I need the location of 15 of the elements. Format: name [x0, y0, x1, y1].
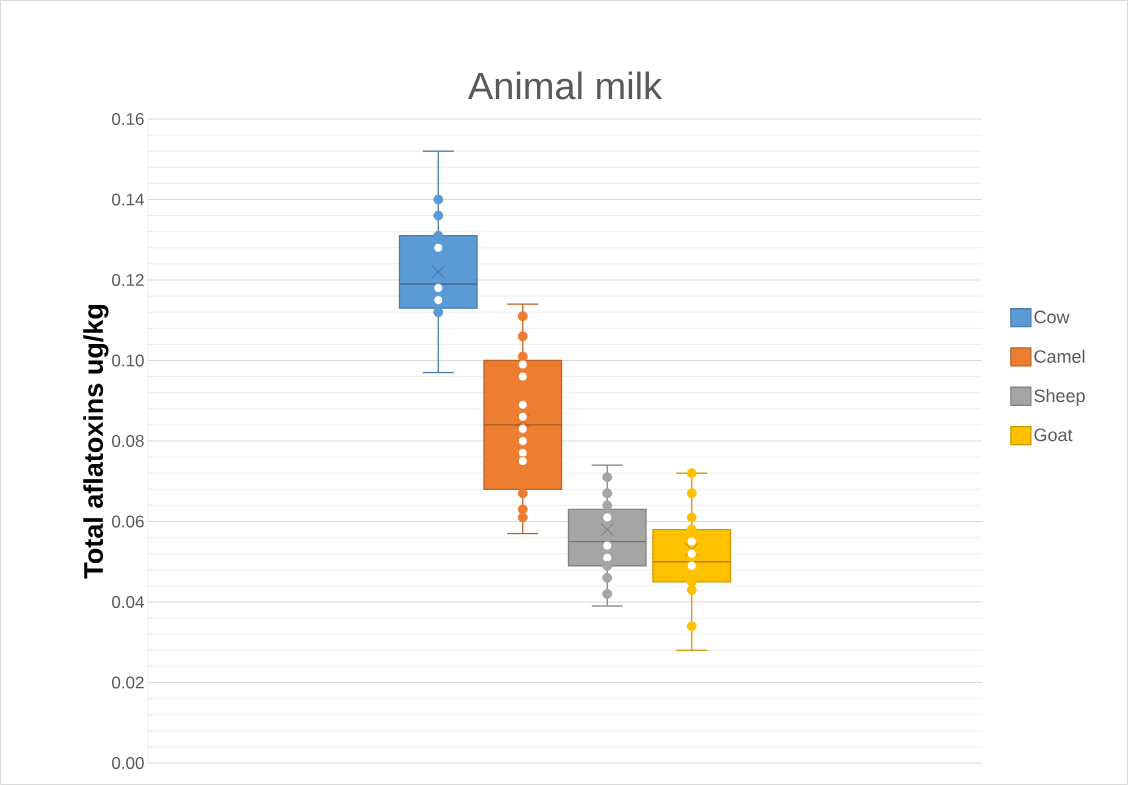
legend-label: Cow — [1034, 310, 1070, 324]
y-axis-title: Total aflatoxins ug/kg — [83, 305, 109, 579]
y-tick-label: 0.06 — [112, 515, 144, 528]
y-tick-label: 0.00 — [112, 756, 144, 770]
y-tick-label: 0.10 — [112, 354, 144, 367]
legend-label: Sheep — [1034, 388, 1085, 406]
y-tick-label: 0.12 — [112, 273, 144, 287]
y-tick-label: 0.16 — [112, 112, 144, 126]
legend-label: Camel — [1034, 349, 1085, 363]
y-tick-label: 0.04 — [112, 595, 144, 609]
y-tick-label: 0.08 — [112, 434, 144, 448]
legend-label: Goat — [1034, 428, 1073, 442]
y-tick-label: 0.14 — [112, 193, 144, 206]
chart-title: Animal milk — [467, 71, 663, 100]
y-tick-label: 0.02 — [112, 676, 144, 689]
